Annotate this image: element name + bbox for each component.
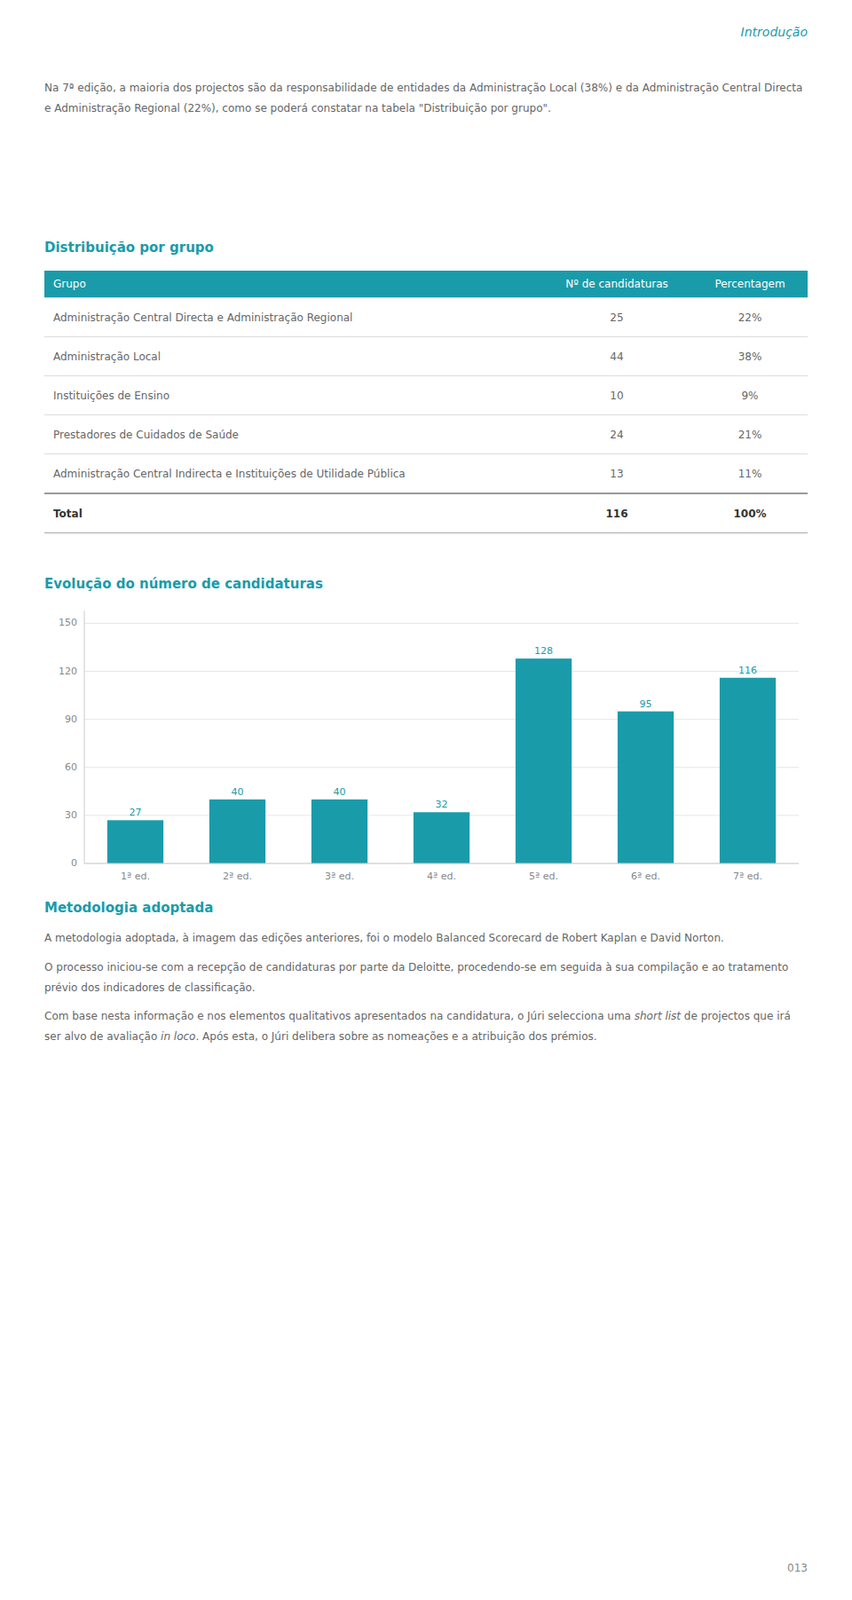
data-label: 128 bbox=[534, 645, 553, 657]
table-cell: 24 bbox=[541, 415, 693, 455]
table-header-cell: Percentagem bbox=[692, 270, 808, 299]
grid-line bbox=[84, 670, 799, 672]
bar bbox=[719, 678, 776, 864]
y-tick-label: 90 bbox=[64, 713, 78, 726]
x-tick-label: 6ª ed. bbox=[631, 870, 661, 883]
method-section: Metodologia adoptada A metodologia adopta… bbox=[44, 899, 808, 1048]
bar bbox=[311, 799, 368, 864]
x-tick-label: 5ª ed. bbox=[528, 870, 559, 883]
y-tick-label: 150 bbox=[58, 616, 78, 629]
table-title: Distribuição por grupo bbox=[44, 239, 214, 256]
table-cell: Instituições de Ensino bbox=[44, 376, 542, 416]
bar bbox=[209, 799, 266, 864]
y-tick-label: 120 bbox=[58, 665, 78, 678]
x-tick-label: 3ª ed. bbox=[324, 870, 355, 883]
y-tick-label: 30 bbox=[64, 809, 78, 821]
table-cell: Administração Central Directa e Administ… bbox=[44, 298, 542, 338]
table-cell: 13 bbox=[541, 454, 693, 495]
chart-title: Evolução do número de candidaturas bbox=[44, 575, 324, 592]
bar bbox=[515, 658, 572, 864]
method-paragraph: O processo iniciou-se com a recepção de … bbox=[44, 957, 808, 999]
bars bbox=[107, 658, 776, 864]
table-cell: 22% bbox=[692, 298, 808, 338]
data-label: 95 bbox=[639, 698, 653, 710]
table-row: Administração Central Directa e Administ… bbox=[44, 298, 808, 338]
table-cell: 44 bbox=[541, 337, 693, 377]
x-axis-line bbox=[84, 863, 799, 865]
table-header-row: GrupoNº de candidaturasPercentagem bbox=[44, 270, 808, 299]
data-label: 116 bbox=[738, 664, 758, 677]
table-cell: 38% bbox=[692, 337, 808, 377]
table-head: GrupoNº de candidaturasPercentagem bbox=[44, 270, 808, 299]
y-tick-label: 60 bbox=[64, 761, 78, 774]
table-cell: Administração Local bbox=[44, 337, 542, 377]
method-text: in loco bbox=[160, 1030, 196, 1043]
table-cell: 100% bbox=[692, 493, 808, 534]
bar bbox=[107, 820, 164, 864]
table-cell: Total bbox=[44, 493, 542, 534]
table-row: Total116100% bbox=[44, 493, 808, 534]
x-tick-label: 7ª ed. bbox=[733, 870, 763, 883]
table-body: Administração Central Directa e Administ… bbox=[44, 298, 808, 534]
data-label: 27 bbox=[129, 806, 142, 819]
table-header-cell: Grupo bbox=[44, 270, 542, 299]
x-tick-label: 2ª ed. bbox=[222, 870, 253, 883]
data-label: 40 bbox=[333, 786, 347, 798]
table-cell: 10 bbox=[541, 376, 693, 416]
method-text: Com base nesta informação e nos elemento… bbox=[44, 1009, 635, 1023]
method-text: short list bbox=[634, 1009, 681, 1023]
y-tick-label: 0 bbox=[71, 857, 78, 869]
table-cell: 21% bbox=[692, 415, 808, 455]
grid-line bbox=[84, 863, 799, 865]
table-cell: 11% bbox=[692, 454, 808, 495]
method-paragraph: A metodologia adoptada, à imagem das edi… bbox=[44, 928, 808, 949]
bar bbox=[617, 711, 674, 864]
intro-paragraph: Na 7ª edição, a maioria dos projectos sã… bbox=[44, 78, 808, 119]
table-cell: 25 bbox=[541, 298, 693, 338]
grid-line bbox=[84, 766, 799, 768]
bar-chart: 0 30 60 90 120 150 27 40 40 32 128 95 116 1ª ed. 2ª ed… bbox=[44, 599, 808, 893]
method-text: . Após esta, o Júri delibera sobre as no… bbox=[195, 1030, 597, 1043]
table-cell: 9% bbox=[692, 376, 808, 416]
table-row: Administração Central Indirecta e Instit… bbox=[44, 454, 808, 495]
x-tick-label: 4ª ed. bbox=[426, 870, 457, 883]
table-cell: Prestadores de Cuidados de Saúde bbox=[44, 415, 542, 455]
grid-line bbox=[84, 623, 799, 624]
grid-line bbox=[84, 718, 799, 720]
page-number: 013 bbox=[787, 1562, 808, 1575]
table-row: Prestadores de Cuidados de Saúde2421% bbox=[44, 415, 808, 455]
table-row: Instituições de Ensino109% bbox=[44, 376, 808, 416]
table-row: Administração Local4438% bbox=[44, 337, 808, 377]
intro-label: Introdução bbox=[741, 24, 808, 40]
table-header-cell: Nº de candidaturas bbox=[541, 270, 693, 299]
data-label: 40 bbox=[231, 786, 245, 798]
data-label: 32 bbox=[435, 798, 449, 811]
x-tick-label: 1ª ed. bbox=[120, 870, 150, 883]
table-cell: Administração Central Indirecta e Instit… bbox=[44, 454, 542, 495]
method-paragraph: Com base nesta informação e nos elemento… bbox=[44, 1006, 808, 1048]
section-title: Metodologia adoptada bbox=[44, 899, 808, 916]
table: GrupoNº de candidaturasPercentagemAdmini… bbox=[44, 270, 808, 534]
y-axis-line bbox=[84, 610, 86, 864]
bar bbox=[413, 812, 470, 864]
table-cell: 116 bbox=[541, 493, 693, 534]
